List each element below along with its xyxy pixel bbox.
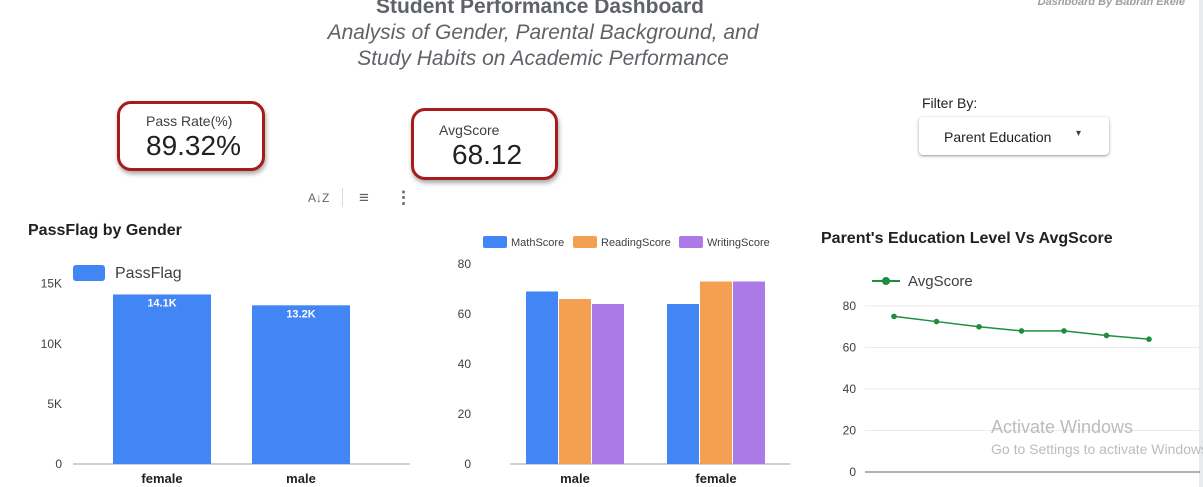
bar-mathscore-female [667, 304, 699, 464]
y-tick-label: 60 [458, 307, 472, 321]
y-tick-label: 40 [843, 382, 857, 396]
kpi-avg-score-value: 68.12 [452, 139, 523, 170]
chart3-title: Parent's Education Level Vs AvgScore [821, 230, 1113, 247]
data-point-avgscore [1103, 332, 1110, 339]
kpi-avg-score-label: AvgScore [439, 122, 500, 138]
chart-scores-by-gender: MathScore ReadingScore WritingScore 0 20 40 60… [458, 236, 790, 486]
x-tick-label: male [286, 471, 316, 486]
y-tick-label: 40 [458, 357, 472, 371]
legend-label-writingscore: WritingScore [707, 237, 770, 249]
bar-writingscore-male [592, 304, 624, 464]
y-tick-label: 60 [843, 341, 857, 355]
y-tick-label: 20 [458, 407, 472, 421]
bar-writingscore-female [733, 281, 765, 464]
y-tick-label: 0 [849, 465, 856, 479]
legend-label-passflag: PassFlag [115, 265, 182, 282]
chart-parent-education-vs-avgscore: AvgScore 0 20 40 60 80 [843, 273, 1200, 479]
x-tick-label: male [560, 471, 590, 486]
y-tick-label: 5K [47, 397, 62, 411]
chart-passflag-by-gender: PassFlag 0 5K 10K 15K 14.1K female 13.2K male [41, 265, 410, 486]
data-point-avgscore [976, 323, 982, 330]
filter-label: Filter By: [922, 95, 978, 111]
legend-swatch-writingscore [679, 236, 703, 248]
dashboard-title: Student Performance Dashboard [376, 0, 704, 18]
kpi-pass-rate-value: 89.32% [146, 130, 241, 161]
legend-label-avgscore: AvgScore [908, 273, 973, 290]
more-options-icon[interactable]: ⋮ [395, 188, 412, 207]
dashboard-subtitle-line2: Study Habits on Academic Performance [357, 47, 729, 70]
chart1-title: PassFlag by Gender [28, 222, 182, 239]
y-tick-label: 80 [843, 299, 857, 313]
data-label: 14.1K [147, 297, 176, 309]
caret-down-icon: ▾ [1076, 128, 1082, 139]
kpi-pass-rate: Pass Rate(%) 89.32% [117, 101, 265, 171]
scrollbar[interactable] [1199, 0, 1203, 487]
legend-swatch-passflag [73, 265, 105, 281]
toolbar-divider [342, 188, 343, 207]
kpi-avg-score: AvgScore 68.12 [411, 108, 558, 180]
bar-mathscore-male [526, 291, 558, 464]
data-label: 13.2K [286, 308, 315, 320]
data-point-avgscore [933, 318, 940, 325]
legend-swatch-readingscore [573, 236, 597, 248]
bar-passflag-female [113, 294, 211, 464]
dashboard-subtitle-line1: Analysis of Gender, Parental Background,… [327, 21, 759, 44]
y-tick-label: 0 [464, 457, 471, 471]
y-tick-label: 15K [41, 277, 62, 291]
y-tick-label: 0 [55, 457, 62, 471]
x-tick-label: female [141, 471, 182, 486]
y-tick-label: 10K [41, 337, 62, 351]
x-tick-label: female [695, 471, 736, 486]
series-line-avgscore [893, 315, 1150, 340]
data-point-avgscore [891, 313, 897, 320]
watermark-line1: Activate Windows [991, 417, 1134, 437]
author-credit: Dashboard By Babrah Ekele [1037, 0, 1185, 8]
data-point-avgscore [1061, 328, 1067, 334]
sort-icon[interactable]: A↓Z [308, 191, 330, 205]
legend-swatch-mathscore [483, 236, 507, 248]
kpi-pass-rate-label: Pass Rate(%) [146, 113, 233, 129]
watermark-line2: Go to Settings to activate Windows. [991, 441, 1203, 457]
legend-label-mathscore: MathScore [511, 237, 564, 249]
data-point-avgscore [1018, 328, 1025, 334]
legend-label-readingscore: ReadingScore [601, 237, 671, 249]
parent-education-filter[interactable]: Parent Education ▾ [919, 117, 1109, 155]
bar-readingscore-male [559, 299, 591, 464]
filter-icon[interactable]: ≡ [359, 188, 369, 207]
bar-readingscore-female [700, 281, 732, 464]
y-tick-label: 20 [843, 424, 857, 438]
filter-selected-value: Parent Education [944, 129, 1052, 145]
bar-passflag-male [252, 305, 350, 464]
y-tick-label: 80 [458, 257, 472, 271]
legend-marker-avgscore [882, 277, 890, 285]
data-point-avgscore [1146, 336, 1152, 342]
